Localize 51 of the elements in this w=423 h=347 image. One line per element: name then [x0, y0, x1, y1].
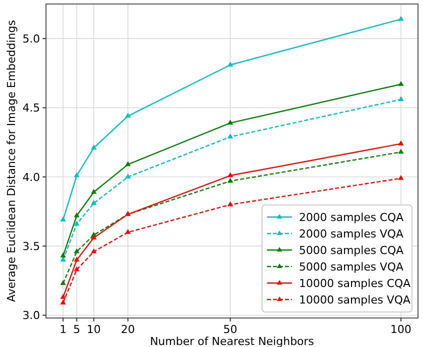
- point: [60, 294, 66, 299]
- x-tick-label: 50: [223, 323, 238, 336]
- x-tick-label: 100: [390, 323, 412, 336]
- point: [227, 178, 234, 183]
- point: [60, 256, 66, 262]
- legend-label: 5000 samples CQA: [299, 244, 404, 257]
- point: [90, 234, 97, 240]
- point: [74, 212, 80, 218]
- point: [398, 80, 404, 86]
- point: [60, 252, 66, 258]
- point: [74, 248, 80, 254]
- x-tick-label: 1: [60, 323, 67, 336]
- legend-label: 2000 samples CQA: [299, 211, 404, 224]
- point: [125, 228, 131, 234]
- point: [398, 140, 404, 146]
- point: [398, 148, 404, 154]
- point: [227, 201, 234, 206]
- y-tick-label: 4.0: [22, 170, 40, 184]
- point: [74, 220, 80, 226]
- y-tick-label: 3.5: [22, 240, 40, 254]
- point: [227, 134, 234, 138]
- y-axis-title: Average Euclidean Distance for Image Embeddings: [4, 20, 18, 302]
- point: [74, 266, 80, 272]
- x-axis-title: Number of Nearest Neighbors: [150, 335, 314, 347]
- y-tick-label: 3.0: [22, 309, 40, 322]
- point: [74, 256, 80, 262]
- point: [90, 200, 97, 205]
- point: [398, 16, 404, 21]
- point: [60, 280, 66, 286]
- point: [398, 96, 404, 102]
- legend-label: 5000 samples VQA: [299, 260, 404, 274]
- point: [227, 120, 234, 125]
- point: [125, 112, 131, 118]
- point: [74, 172, 80, 178]
- y-tick-label: 4.5: [22, 102, 40, 115]
- legend-label: 10000 samples VQA: [299, 294, 411, 306]
- point: [90, 248, 97, 254]
- x-tick-label: 10: [86, 323, 101, 336]
- point: [227, 172, 234, 178]
- legend-label: 2000 samples VQA: [299, 228, 404, 240]
- x-tick-label: 5: [73, 323, 80, 336]
- point: [90, 188, 97, 194]
- point: [60, 216, 66, 222]
- point: [90, 144, 97, 150]
- point: [125, 161, 131, 166]
- point: [60, 300, 66, 304]
- legend-label: 10000 samples CQA: [299, 277, 412, 290]
- y-tick-label: 5.0: [22, 32, 40, 46]
- point: [125, 174, 131, 179]
- point: [398, 175, 404, 180]
- x-tick-label: 20: [120, 323, 135, 336]
